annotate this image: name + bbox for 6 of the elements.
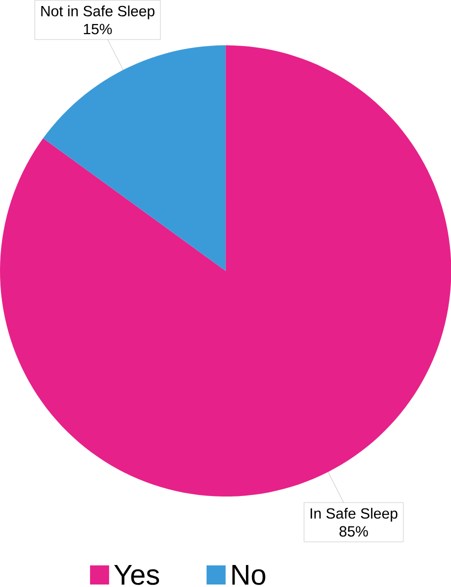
legend-label: Yes — [114, 564, 159, 585]
legend-label: No — [232, 564, 266, 585]
text: In Safe Sleep — [310, 508, 398, 522]
data-label: 15% — [84, 24, 112, 34]
data-label: 85% — [339, 526, 368, 537]
text: Not in Safe Sleep — [41, 5, 154, 20]
